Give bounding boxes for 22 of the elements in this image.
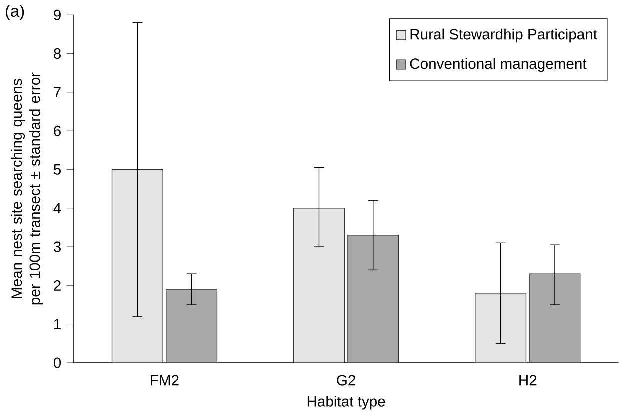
- x-axis-title: Habitat type: [308, 396, 386, 410]
- bar: [529, 274, 581, 364]
- text: (a): [6, 5, 24, 20]
- y-tick-label: 3: [54, 242, 61, 252]
- y-tick-label: 5: [54, 164, 62, 176]
- bar: [293, 208, 345, 364]
- x-tick-label: G2: [337, 375, 356, 386]
- y-tick-label: 8: [54, 48, 61, 60]
- y-axis-title: Mean nest site searching queens per 100m transect ± standard error: [11, 72, 44, 305]
- y-tick-label: 2: [54, 280, 61, 291]
- bar: [166, 289, 218, 364]
- legend-label: Conventional management: [410, 58, 587, 72]
- y-tick-label: 0: [54, 358, 62, 368]
- y-tick-label: 1: [54, 319, 61, 330]
- x-tick-label: H2: [520, 375, 537, 386]
- x-tick-label: FM2: [151, 375, 179, 386]
- y-tick-label: 7: [54, 87, 61, 98]
- y-tick-label: 9: [54, 10, 61, 21]
- legend-label: Rural Stewardhip Participant: [410, 28, 598, 43]
- bar: [348, 235, 400, 364]
- y-tick-label: 6: [54, 126, 61, 136]
- y-tick-label: 4: [54, 203, 62, 214]
